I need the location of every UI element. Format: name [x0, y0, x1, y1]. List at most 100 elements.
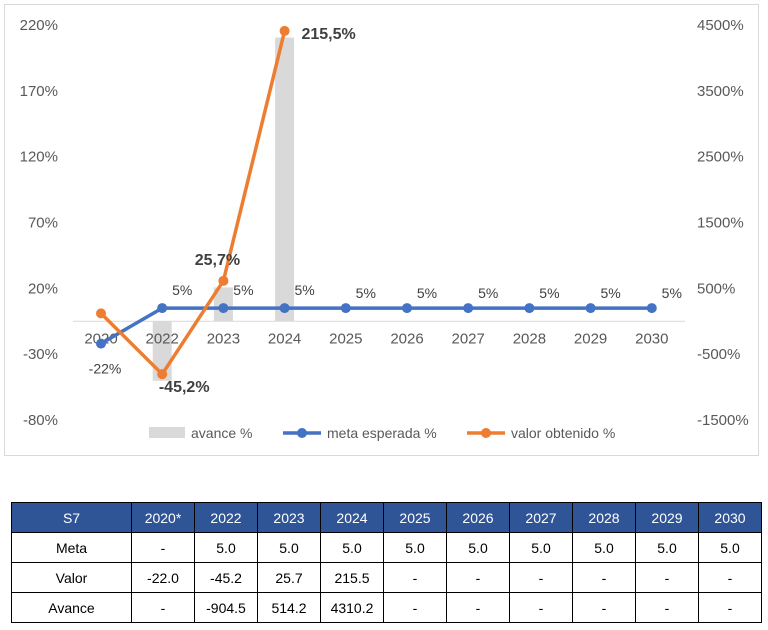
- table-cell: 5.0: [509, 532, 573, 563]
- meta-esperada-point: [218, 303, 229, 314]
- right-axis-tick: 1500%: [697, 215, 744, 232]
- table-header-cell: 2029: [635, 502, 699, 533]
- table-header-cell: 2024: [320, 502, 384, 533]
- valor-obtenido-point: [218, 275, 229, 286]
- table-cell: 25.7: [257, 562, 321, 593]
- table-row: Valor -22.0 -45.2 25.7 215.5- - - - - -: [11, 562, 762, 593]
- meta-esperada-point: [279, 303, 290, 314]
- legend-label-meta: meta esperada %: [327, 425, 437, 441]
- table-header-cell: 2030: [698, 502, 762, 533]
- table-cell: 5.0: [383, 532, 447, 563]
- meta-esperada-point: [463, 303, 474, 314]
- table-cell: 5.0: [572, 532, 636, 563]
- table-cell: 215.5: [320, 562, 384, 593]
- meta-data-label: 5%: [600, 285, 620, 301]
- right-axis-tick: -500%: [697, 346, 740, 363]
- valor-data-label: 25,7%: [195, 252, 240, 269]
- right-axis-tick: 2500%: [697, 149, 744, 166]
- table-cell: 5.0: [257, 532, 321, 563]
- meta-esperada-line: [100, 306, 652, 346]
- left-axis-tick: 170%: [20, 83, 58, 100]
- table-cell: -: [572, 562, 636, 593]
- table-cell: -: [635, 592, 699, 623]
- meta-esperada-point: [524, 303, 535, 314]
- meta-esperada-point: [585, 303, 596, 314]
- table-cell: -: [131, 532, 195, 563]
- table-cell: -: [383, 592, 447, 623]
- right-axis-tick: 4500%: [697, 17, 744, 34]
- table-cell: -22.0: [131, 562, 195, 593]
- table-header-cell: S7: [11, 502, 132, 533]
- legend-marker-valor: [481, 428, 491, 438]
- left-axis-tick: -30%: [23, 346, 58, 363]
- category-tick: 2029: [574, 330, 607, 347]
- right-axis-tick: 500%: [697, 280, 735, 297]
- table-header-cell: 2020*: [131, 502, 195, 533]
- table-row: Meta -5.0 5.0 5.0 5.0 5.0 5.0 5.0 5.0 5.0: [11, 532, 762, 563]
- table-cell: 5.0: [635, 532, 699, 563]
- valor-obtenido-line: [99, 30, 287, 376]
- meta-data-label: 5%: [356, 285, 376, 301]
- data-table: S7 2020* 2022 2023 2024 2025 2026 2027 2028 2029 2…: [11, 502, 762, 623]
- meta-esperada-point: [157, 303, 168, 314]
- left-axis-tick: 220%: [20, 17, 58, 34]
- meta-data-label: 5%: [233, 282, 253, 298]
- valor-obtenido-point: [279, 25, 290, 36]
- table-cell: 5.0: [320, 532, 384, 563]
- table-row: Avance - -904.5 514.2 4310.2- - - - - -: [11, 592, 762, 623]
- meta-esperada-point: [340, 303, 351, 314]
- table-cell: Valor: [11, 562, 132, 593]
- legend-marker-meta: [297, 428, 307, 438]
- combo-chart: 220% 170% 120% 70% 20% -30% -80% 4500% 3500% 2500…: [20, 17, 749, 441]
- bar-avance: [275, 37, 295, 322]
- legend-swatch-avance: [149, 427, 185, 438]
- table-cell: -45.2: [194, 562, 258, 593]
- table-cell: -: [509, 592, 573, 623]
- table-cell: 5.0: [698, 532, 762, 563]
- meta-esperada-point: [646, 303, 657, 314]
- chart-frame: 220% 170% 120% 70% 20% -30% -80% 4500% 3500% 2500…: [4, 4, 759, 456]
- valor-obtenido-point: [157, 369, 168, 380]
- table-cell: -: [446, 562, 510, 593]
- table-cell: 5.0: [446, 532, 510, 563]
- valor-data-label: 215,5%: [301, 26, 355, 43]
- left-axis-tick: 120%: [20, 149, 58, 166]
- valor-obtenido-point: [96, 308, 106, 319]
- table-cell: -904.5: [194, 592, 258, 623]
- meta-data-label: -22%: [89, 361, 122, 377]
- right-axis-tick: 3500%: [697, 83, 744, 100]
- table-header-cell: 2026: [446, 502, 510, 533]
- meta-data-label: 5%: [478, 285, 498, 301]
- meta-data-label: 5%: [539, 285, 559, 301]
- table-cell: -: [383, 562, 447, 593]
- right-axis-tick: -1500%: [697, 412, 749, 429]
- meta-data-label: 5%: [417, 285, 437, 301]
- category-tick: 2022: [146, 330, 179, 347]
- table-cell: Meta: [11, 532, 132, 563]
- category-tick: 2026: [390, 330, 423, 347]
- meta-esperada-point: [402, 303, 412, 314]
- table-header-cell: 2027: [509, 502, 573, 533]
- table-header-cell: 2023: [257, 502, 321, 533]
- table-body: Meta -5.0 5.0 5.0 5.0 5.0 5.0 5.0 5.0 5.0 Valor -22…: [11, 532, 762, 623]
- category-tick: 2024: [268, 330, 301, 347]
- table-cell: -: [698, 562, 762, 593]
- category-tick: 2025: [329, 330, 362, 347]
- meta-data-label: 5%: [294, 282, 314, 298]
- table-header-cell: 2028: [572, 502, 636, 533]
- table-cell: -: [698, 592, 762, 623]
- left-axis-tick: 20%: [28, 280, 58, 297]
- category-tick: 2023: [207, 330, 240, 347]
- left-axis-tick: -80%: [23, 412, 58, 429]
- table-header-row: S7 2020* 2022 2023 2024 2025 2026 2027 2028 2029 2…: [11, 502, 762, 533]
- table-cell: -: [635, 562, 699, 593]
- meta-data-label: 5%: [172, 282, 192, 298]
- meta-data-label: 5%: [662, 285, 682, 301]
- table-cell: Avance: [11, 592, 132, 623]
- table-cell: -: [572, 592, 636, 623]
- table-cell: -: [509, 562, 573, 593]
- table-header-cell: 2025: [383, 502, 447, 533]
- legend-label-avance: avance %: [191, 425, 252, 441]
- table-cell: 514.2: [257, 592, 321, 623]
- category-tick: 2028: [513, 330, 546, 347]
